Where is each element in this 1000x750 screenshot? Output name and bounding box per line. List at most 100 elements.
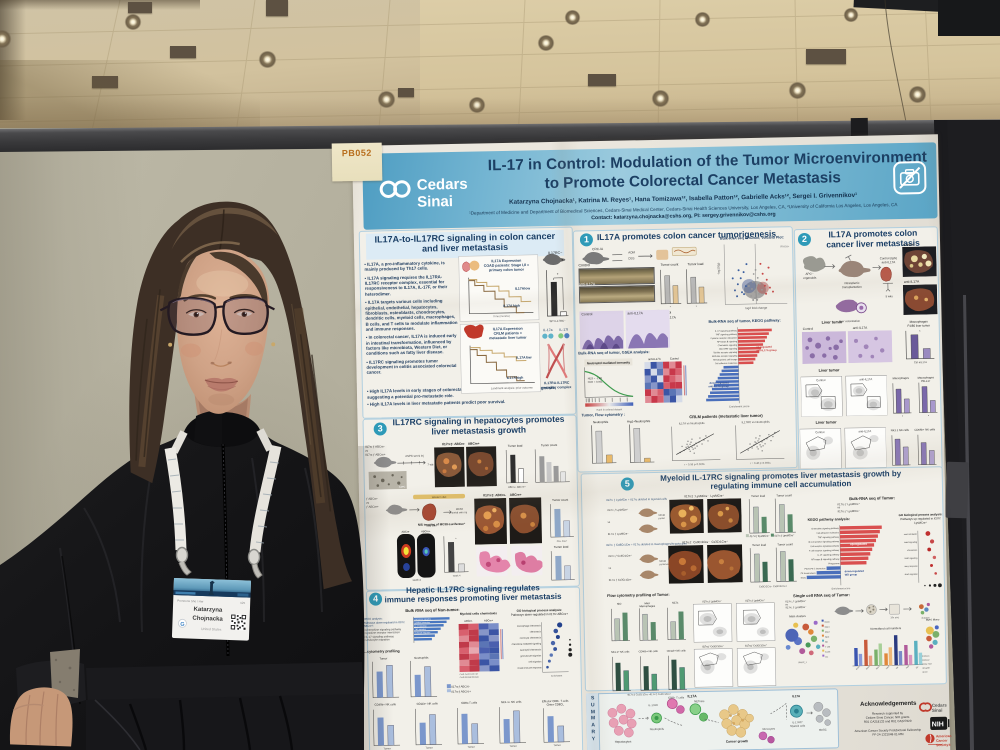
svg-text:American: American (936, 734, 952, 738)
svg-text:IL17RC−: IL17RC− (548, 251, 562, 255)
svg-text:Cxcl5 S100a8 S100a9: Cxcl5 S100a8 S100a9 (460, 677, 479, 679)
svg-text:Neutrophil mediated immunity: Neutrophil mediated immunity (587, 360, 631, 365)
svg-text:chemokine mediated signaling: chemokine mediated signaling (512, 642, 542, 646)
svg-text:Cedars: Cedars (932, 703, 948, 708)
svg-text:Il17rcƒ LysMCre⁺: Il17rcƒ LysMCre⁺ (745, 598, 765, 602)
svg-text:Tumor count: Tumor count (552, 498, 568, 502)
svg-text:Neut: Neut (885, 665, 890, 670)
svg-text:Tumor count: Tumor count (776, 493, 792, 497)
svg-text:■ Mono1: ■ Mono1 (922, 656, 929, 658)
svg-text:Bulk-RNA seq of tumor, Volcano: Bulk-RNA seq of tumor, Volcano Plot: (720, 235, 784, 240)
svg-text:Il17rcƒ Cx3Cr1Cre⁻: Il17rcƒ Cx3Cr1Cre⁻ (702, 645, 725, 648)
svg-text:Chojnacka: Chojnacka (192, 616, 223, 623)
svg-text:MC38: MC38 (456, 507, 464, 511)
svg-text:-log10(p): -log10(p) (716, 263, 720, 275)
svg-text:IL-17RC: IL-17RC (648, 703, 658, 707)
svg-text:IL-17 signaling pathway: IL-17 signaling pathway (715, 329, 738, 332)
svg-text:Myel. Mono: Myel. Mono (926, 617, 940, 621)
svg-text:PI3J-LPS-C interaction: PI3J-LPS-C interaction (804, 567, 826, 570)
svg-text:IL-17 signaling pathway: IL-17 signaling pathway (817, 553, 840, 556)
svg-text:cell migration: cell migration (528, 660, 542, 663)
svg-text:Arg1+Neutrophils: Arg1+Neutrophils (627, 419, 651, 423)
svg-text:granulocyte migration: granulocyte migration (520, 654, 542, 657)
svg-text:metastatic liver tumor: metastatic liver tumor (489, 336, 527, 341)
svg-text:COAD patients: Stage I,II =: COAD patients: Stage I,II = (484, 263, 530, 268)
svg-text:Mono: Mono (825, 621, 831, 623)
svg-text:Tumor: Tumor (553, 743, 561, 747)
svg-text:down-regulated: down-regulated (709, 380, 729, 384)
svg-text:PPAR signaling pathway: PPAR signaling pathway (800, 576, 807, 579)
svg-text:neutrophil chemotaxis: neutrophil chemotaxis (520, 648, 542, 651)
svg-text:ABCre-: ABCre- (464, 619, 473, 623)
svg-text:IL17A: IL17A (792, 694, 801, 698)
svg-text:Mac2: Mac2 (825, 631, 831, 633)
svg-text:MAPK homeostasis: MAPK homeostasis (800, 572, 816, 575)
svg-text:CD8+ T cells: CD8+ T cells (668, 695, 685, 699)
svg-text:■ Mono2: ■ Mono2 (922, 660, 929, 662)
svg-text:CD66b+ NK cells: CD66b+ NK cells (639, 650, 659, 653)
svg-text:Tumor count: Tumor count (661, 262, 679, 266)
svg-text:Neutrophils: Neutrophils (414, 656, 429, 660)
svg-text:Cxcl1 Cxcl2 Ccl2 Ccl7: Cxcl1 Cxcl2 Ccl2 Ccl7 (460, 674, 479, 676)
svg-text:▪Il17rcƒ Cx3Cr1Cre- ▪Il17rcƒ: ▪Il17rcƒ Cx3Cr1Cre- ▪Il17rcƒ Cx3Cr1Cre+ (627, 693, 672, 697)
svg-text:WT IL17RC−: WT IL17RC− (549, 319, 566, 323)
svg-text:IL-17f: IL-17f (559, 328, 568, 332)
svg-text:*: * (758, 534, 760, 538)
svg-text:Tumor load: Tumor load (508, 444, 523, 448)
svg-text:inflammatory response: inflammatory response (904, 565, 919, 568)
svg-text:anti-IL17A: anti-IL17A (858, 429, 871, 433)
svg-text:Cytokine receptor interaction: Cytokine receptor interaction (710, 336, 737, 340)
svg-text:Tumor load: Tumor load (554, 545, 569, 549)
svg-text:■ cDC: ■ cDC (923, 672, 929, 674)
svg-text:Il17rc ƒ LysMCre⁺: Il17rc ƒ LysMCre⁺ (607, 508, 629, 512)
svg-text:Myeloid cells: Myeloid cells (790, 724, 806, 728)
svg-text:F4/80 liver tumor: F4/80 liver tumor (907, 323, 930, 327)
svg-text:IL17RA-IL17RC: IL17RA-IL17RC (544, 381, 570, 386)
svg-text:*: * (557, 272, 559, 277)
svg-text:CRLM patients =: CRLM patients = (494, 331, 522, 336)
svg-text:DC: DC (825, 657, 828, 659)
svg-text:■ Mac TAM: ■ Mac TAM (922, 662, 932, 665)
svg-text:IL17A low: IL17A low (516, 355, 532, 359)
svg-text:TNF signaling: TNF signaling (415, 629, 426, 631)
svg-text:anti-IL17A: anti-IL17A (859, 377, 872, 381)
svg-text:Tcell: Tcell (906, 665, 910, 670)
svg-text:Control: Control (816, 378, 825, 382)
svg-text:APCⁱ⁻: APCⁱ⁻ (805, 271, 814, 276)
svg-text:IL17A: IL17A (687, 694, 697, 698)
svg-text:B cell: B cell (825, 651, 830, 653)
svg-text:Il17rcƒ Cx3Cr1Cre⁺: Il17rcƒ Cx3Cr1Cre⁺ (745, 643, 768, 647)
svg-text:week 4: week 4 (453, 574, 461, 577)
svg-text:Phagosome: Phagosome (828, 563, 840, 565)
svg-text:Il17rcƒ LysMCre⁻: Il17rcƒ LysMCre⁻ (702, 600, 722, 603)
svg-text:*: * (919, 330, 921, 334)
svg-text:NF-kappa B signaling pathway: NF-kappa B signaling pathway (811, 558, 840, 562)
svg-text:PD-L1+: PD-L1+ (921, 379, 931, 383)
svg-text:Neutrophils: Neutrophils (593, 420, 609, 424)
svg-text:up-regulated: up-regulated (850, 542, 867, 546)
svg-text:*: * (902, 414, 904, 418)
svg-text:NK: NK (896, 666, 900, 670)
svg-text:MC38: MC38 (659, 560, 666, 563)
svg-text:NK1.1+ NK cells: NK1.1+ NK cells (501, 700, 522, 704)
svg-text:TNF signaling pathway: TNF signaling pathway (818, 536, 840, 539)
svg-text:*: * (696, 305, 698, 309)
svg-text:Clster CD8CL: Clster CD8CL (547, 702, 565, 706)
svg-text:Macrophages: Macrophages (910, 319, 929, 323)
svg-text:vs: vs (608, 567, 611, 570)
svg-text:anti-IL17A: anti-IL17A (648, 357, 661, 361)
svg-text:log2 fold change: log2 fold change (745, 306, 767, 310)
svg-text:■ Kupffer: ■ Kupffer (923, 667, 931, 669)
svg-text:NK: NK (825, 642, 828, 644)
svg-text:JAK-STAT signaling: JAK-STAT signaling (719, 347, 738, 350)
svg-text:CRC-IA: CRC-IA (592, 247, 604, 251)
svg-text:DC: DC (916, 666, 920, 670)
svg-text:anti-IL17A group: anti-IL17A group (708, 384, 729, 388)
svg-text:portal vein inj: portal vein inj (659, 563, 668, 566)
svg-text:G: G (180, 622, 184, 628)
svg-text:NK1.1+ NK cells: NK1.1+ NK cells (611, 651, 630, 654)
svg-text:anti-IL17A: anti-IL17A (627, 311, 643, 315)
svg-text:Tumor: Tumor (383, 746, 391, 750)
svg-text:fatty liver: fatty liver (426, 523, 437, 527)
svg-text:Control: Control (815, 430, 824, 434)
